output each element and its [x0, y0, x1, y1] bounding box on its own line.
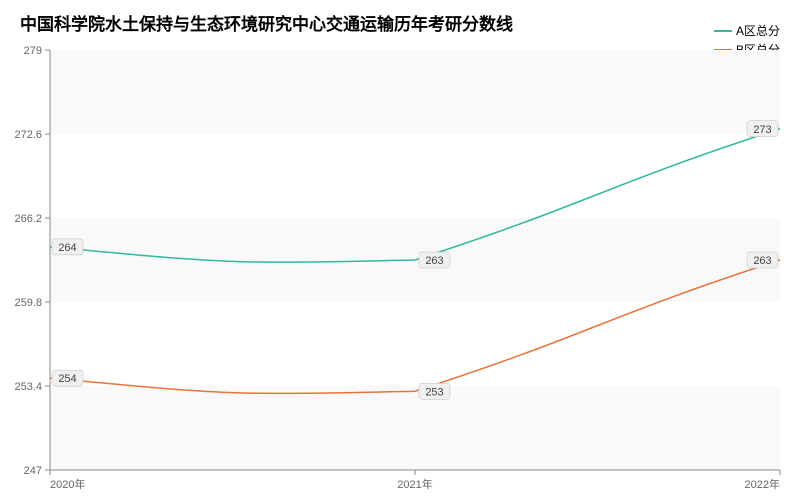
svg-text:254: 254: [58, 373, 76, 385]
svg-text:264: 264: [58, 242, 76, 254]
svg-text:273: 273: [753, 124, 771, 136]
svg-text:253.4: 253.4: [14, 381, 42, 393]
chart-container: 中国科学院水土保持与生态环境研究中心交通运输历年考研分数线 A区总分 B区总分 …: [0, 0, 800, 500]
svg-text:266.2: 266.2: [14, 213, 42, 225]
svg-text:272.6: 272.6: [14, 129, 42, 141]
svg-text:2022年: 2022年: [745, 477, 780, 491]
svg-text:2021年: 2021年: [397, 477, 432, 491]
svg-text:259.8: 259.8: [14, 297, 42, 309]
svg-text:247: 247: [24, 465, 42, 477]
svg-text:263: 263: [753, 255, 771, 267]
svg-text:263: 263: [425, 255, 443, 267]
svg-text:279: 279: [24, 45, 42, 57]
plot-area: 247 253.4 259.8 266.2 272.6 279 2020年 2021年 2022…: [0, 0, 800, 500]
svg-text:2020年: 2020年: [50, 477, 85, 491]
svg-text:253: 253: [425, 386, 443, 398]
